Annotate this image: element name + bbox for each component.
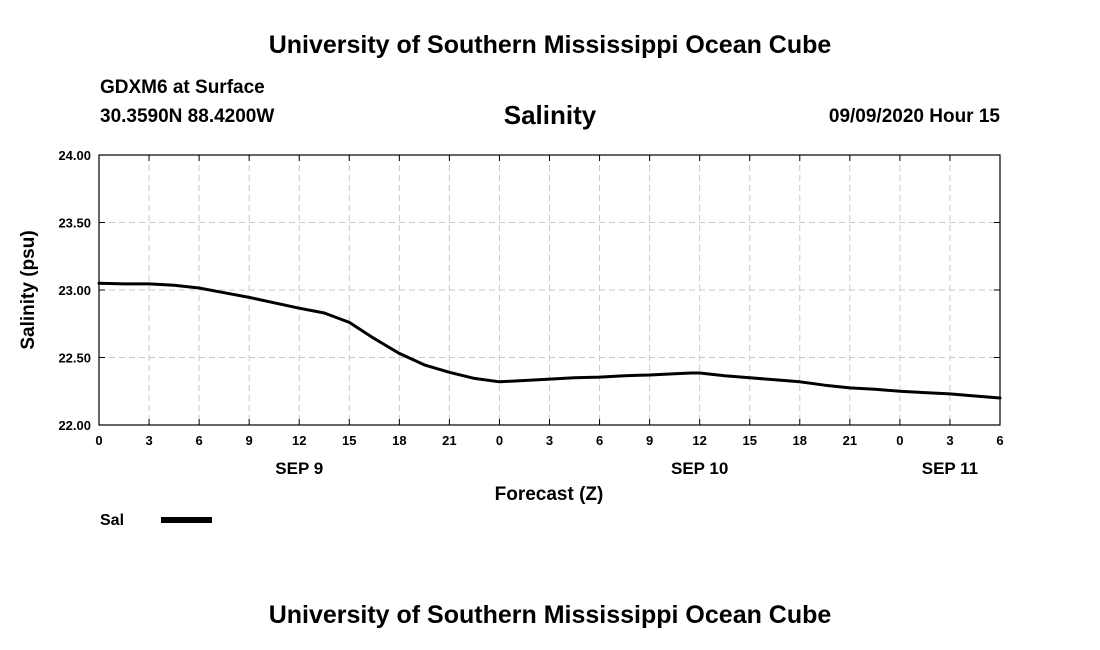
x-tick-label: 9 bbox=[646, 433, 653, 448]
x-tick-label: 0 bbox=[896, 433, 903, 448]
x-tick-label: 18 bbox=[793, 433, 807, 448]
x-date-label: SEP 9 bbox=[275, 459, 323, 478]
legend-label-sal: Sal bbox=[100, 512, 124, 529]
chart-title: Salinity bbox=[503, 100, 597, 130]
x-date-label: SEP 10 bbox=[671, 459, 728, 478]
y-tick-label: 23.50 bbox=[58, 216, 91, 231]
x-tick-label: 3 bbox=[145, 433, 152, 448]
x-tick-label: 12 bbox=[692, 433, 706, 448]
data-series bbox=[97, 281, 1002, 400]
x-tick-label: 3 bbox=[946, 433, 953, 448]
x-tick-label: 9 bbox=[246, 433, 253, 448]
grid-lines bbox=[99, 155, 1000, 425]
x-tick-label: 21 bbox=[442, 433, 456, 448]
x-tick-label: 12 bbox=[292, 433, 306, 448]
x-tick-label: 15 bbox=[742, 433, 756, 448]
tick-labels: 0 3 6 9 12 15 18 21 0 3 6 9 12 15 18 21 0 3 6 22.00 22.50 23.… bbox=[58, 148, 1003, 478]
station-name: GDXM6 at Surface bbox=[100, 77, 265, 98]
y-axis-label: Salinity (psu) bbox=[18, 230, 39, 349]
x-date-label: SEP 11 bbox=[922, 459, 978, 478]
x-tick-label: 0 bbox=[95, 433, 102, 448]
forecast-datetime: 09/09/2020 Hour 15 bbox=[828, 106, 1000, 127]
plot-frame bbox=[98, 154, 1001, 426]
station-coords: 30.3590N 88.4200W bbox=[100, 106, 275, 127]
x-tick-label: 18 bbox=[392, 433, 406, 448]
series-line-sal bbox=[97, 281, 1002, 400]
y-tick-label: 23.00 bbox=[58, 283, 91, 298]
x-tick-label: 15 bbox=[342, 433, 356, 448]
top-title: University of Southern Mississippi Ocean… bbox=[268, 31, 832, 59]
y-tick-label: 22.00 bbox=[58, 418, 91, 433]
bottom-title: University of Southern Mississippi Ocean… bbox=[268, 601, 832, 629]
x-axis-label: Forecast (Z) bbox=[495, 484, 604, 505]
x-tick-label: 3 bbox=[546, 433, 553, 448]
legend: Sal bbox=[100, 512, 212, 529]
x-tick-label: 6 bbox=[996, 433, 1003, 448]
x-tick-label: 21 bbox=[843, 433, 857, 448]
x-tick-label: 6 bbox=[596, 433, 603, 448]
x-tick-label: 0 bbox=[496, 433, 503, 448]
x-tick-label: 6 bbox=[195, 433, 202, 448]
y-tick-label: 24.00 bbox=[58, 148, 91, 163]
y-tick-label: 22.50 bbox=[58, 351, 91, 366]
